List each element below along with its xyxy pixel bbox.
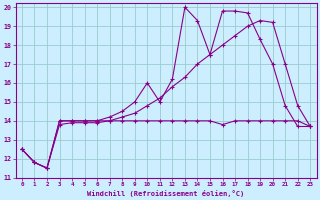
X-axis label: Windchill (Refroidissement éolien,°C): Windchill (Refroidissement éolien,°C) [87,190,245,197]
